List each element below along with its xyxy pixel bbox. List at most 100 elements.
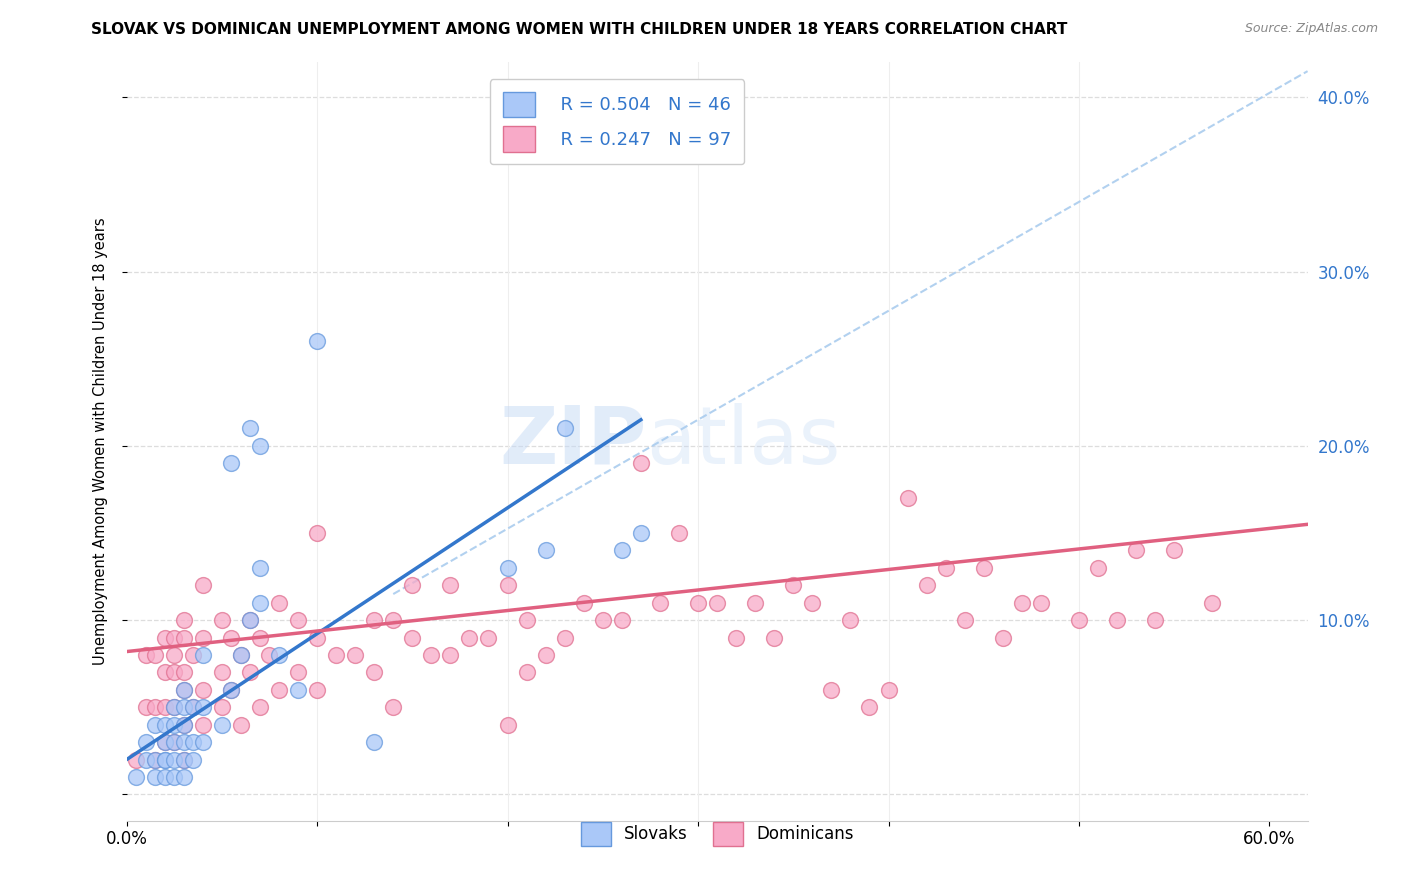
Point	[173, 718, 195, 732]
Point	[163, 700, 186, 714]
Point	[630, 526, 652, 541]
Point	[592, 613, 614, 627]
Point	[249, 700, 271, 714]
Point	[1201, 596, 1223, 610]
Point	[163, 648, 186, 662]
Point	[401, 631, 423, 645]
Point	[287, 665, 309, 680]
Point	[820, 682, 842, 697]
Point	[163, 770, 186, 784]
Point	[1067, 613, 1090, 627]
Point	[173, 753, 195, 767]
Point	[991, 631, 1014, 645]
Point	[153, 718, 176, 732]
Point	[1029, 596, 1052, 610]
Point	[153, 735, 176, 749]
Point	[181, 753, 204, 767]
Point	[191, 631, 214, 645]
Point	[725, 631, 748, 645]
Point	[135, 648, 157, 662]
Point	[496, 718, 519, 732]
Point	[181, 735, 204, 749]
Point	[143, 700, 166, 714]
Point	[267, 596, 290, 610]
Point	[458, 631, 481, 645]
Point	[1087, 561, 1109, 575]
Point	[496, 578, 519, 592]
Point	[363, 735, 385, 749]
Point	[267, 682, 290, 697]
Point	[173, 682, 195, 697]
Point	[211, 700, 233, 714]
Point	[287, 613, 309, 627]
Point	[259, 648, 281, 662]
Point	[915, 578, 938, 592]
Point	[135, 700, 157, 714]
Point	[305, 682, 328, 697]
Text: Source: ZipAtlas.com: Source: ZipAtlas.com	[1244, 22, 1378, 36]
Point	[153, 665, 176, 680]
Point	[163, 700, 186, 714]
Point	[782, 578, 804, 592]
Point	[877, 682, 900, 697]
Point	[305, 526, 328, 541]
Point	[211, 613, 233, 627]
Point	[173, 631, 195, 645]
Point	[401, 578, 423, 592]
Point	[191, 578, 214, 592]
Point	[163, 718, 186, 732]
Point	[534, 648, 557, 662]
Point	[181, 648, 204, 662]
Point	[239, 613, 262, 627]
Point	[143, 753, 166, 767]
Point	[163, 735, 186, 749]
Point	[896, 491, 918, 506]
Point	[249, 631, 271, 645]
Point	[191, 718, 214, 732]
Point	[935, 561, 957, 575]
Point	[143, 718, 166, 732]
Point	[173, 613, 195, 627]
Point	[191, 700, 214, 714]
Point	[363, 665, 385, 680]
Point	[153, 753, 176, 767]
Point	[163, 665, 186, 680]
Point	[382, 613, 405, 627]
Point	[229, 718, 252, 732]
Point	[173, 753, 195, 767]
Point	[221, 682, 243, 697]
Point	[163, 735, 186, 749]
Point	[648, 596, 671, 610]
Point	[181, 700, 204, 714]
Legend: Slovaks, Dominicans: Slovaks, Dominicans	[572, 814, 862, 854]
Point	[143, 770, 166, 784]
Point	[143, 753, 166, 767]
Point	[211, 665, 233, 680]
Point	[686, 596, 709, 610]
Point	[516, 613, 538, 627]
Point	[153, 770, 176, 784]
Point	[668, 526, 690, 541]
Point	[439, 648, 461, 662]
Text: atlas: atlas	[647, 402, 841, 481]
Point	[125, 770, 148, 784]
Point	[239, 421, 262, 435]
Point	[173, 718, 195, 732]
Point	[554, 631, 576, 645]
Point	[763, 631, 786, 645]
Point	[1125, 543, 1147, 558]
Point	[239, 665, 262, 680]
Point	[153, 753, 176, 767]
Point	[305, 334, 328, 349]
Point	[173, 682, 195, 697]
Point	[153, 700, 176, 714]
Point	[287, 682, 309, 697]
Point	[163, 753, 186, 767]
Point	[858, 700, 880, 714]
Point	[572, 596, 595, 610]
Point	[249, 561, 271, 575]
Point	[191, 682, 214, 697]
Point	[163, 631, 186, 645]
Point	[706, 596, 728, 610]
Point	[1011, 596, 1033, 610]
